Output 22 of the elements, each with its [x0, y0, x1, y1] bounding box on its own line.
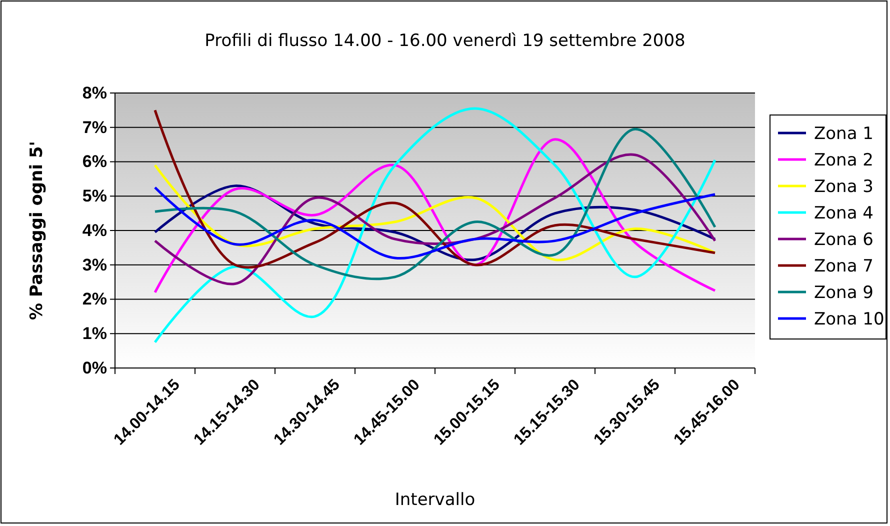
y-tick-label: 1% — [82, 324, 107, 344]
y-tick-label: 8% — [82, 83, 107, 102]
legend-label: Zona 6 — [814, 230, 874, 250]
y-tick-label: 7% — [82, 118, 107, 137]
y-tick-label: 5% — [82, 186, 107, 206]
line-series — [154, 153, 716, 286]
y-tick-label: 4% — [82, 220, 107, 240]
y-axis-title: % Passaggi ogni 5' — [27, 141, 47, 320]
y-tick-label: 0% — [82, 358, 107, 378]
y-tick-label: 6% — [82, 152, 107, 172]
line-series — [154, 107, 716, 344]
x-axis-title: Intervallo — [394, 490, 476, 510]
y-tick-label: 3% — [82, 255, 107, 274]
legend-label: Zona 7 — [814, 256, 874, 276]
legend-label: Zona 3 — [814, 177, 874, 197]
legend-label: Zona 1 — [814, 124, 874, 144]
legend-label: Zona 2 — [814, 150, 874, 170]
legend-label: Zona 9 — [814, 283, 874, 303]
y-tick-label: 2% — [82, 290, 107, 309]
legend-label: Zona 4 — [814, 204, 874, 224]
chart-title: Profili di flusso 14.00 - 16.00 venerdì 19 settembre 2008 — [204, 31, 686, 51]
legend-label: Zona 10 — [814, 310, 884, 330]
